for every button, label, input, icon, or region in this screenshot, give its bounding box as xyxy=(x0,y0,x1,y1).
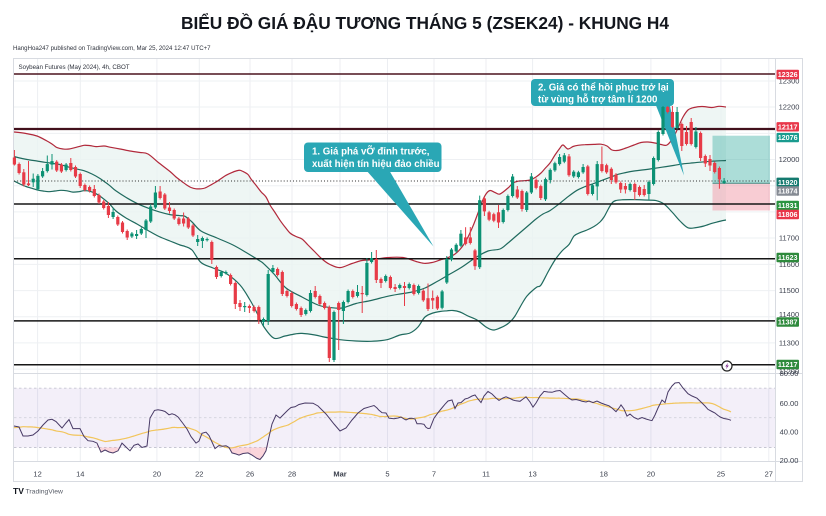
svg-text:Mar: Mar xyxy=(333,470,346,479)
svg-text:20.00: 20.00 xyxy=(780,456,799,465)
svg-text:14: 14 xyxy=(76,470,84,479)
svg-text:11623: 11623 xyxy=(778,253,798,262)
svg-text:80.00: 80.00 xyxy=(780,369,799,378)
svg-text:13: 13 xyxy=(528,470,536,479)
svg-text:11806: 11806 xyxy=(778,210,798,219)
svg-text:20: 20 xyxy=(647,470,655,479)
svg-text:11831: 11831 xyxy=(778,201,798,210)
svg-text:12: 12 xyxy=(33,470,41,479)
svg-text:12200: 12200 xyxy=(779,103,800,112)
svg-text:11217: 11217 xyxy=(778,360,798,369)
svg-text:11500: 11500 xyxy=(779,286,799,295)
svg-text:12117: 12117 xyxy=(778,122,798,131)
svg-text:20: 20 xyxy=(153,470,161,479)
svg-text:12000: 12000 xyxy=(779,155,800,164)
svg-text:12076: 12076 xyxy=(778,133,798,142)
svg-text:BIỂU ĐỒ GIÁ ĐẬU TƯƠNG THÁNG 5: BIỂU ĐỒ GIÁ ĐẬU TƯƠNG THÁNG 5 (ZSEK24) -… xyxy=(181,13,669,33)
svg-text:22: 22 xyxy=(195,470,203,479)
svg-text:11387: 11387 xyxy=(778,318,798,327)
svg-text:5: 5 xyxy=(385,470,389,479)
svg-text:từ vùng hỗ trợ tâm lí 1200: từ vùng hỗ trợ tâm lí 1200 xyxy=(538,95,657,106)
svg-text:11400: 11400 xyxy=(779,310,799,319)
svg-text:TradingView: TradingView xyxy=(26,489,63,496)
svg-text:11700: 11700 xyxy=(779,234,799,243)
svg-text:11600: 11600 xyxy=(779,260,799,269)
svg-text:7: 7 xyxy=(432,470,436,479)
svg-text:11200: 11200 xyxy=(779,367,799,376)
svg-text:25: 25 xyxy=(717,470,725,479)
svg-text:xuất hiện tín hiệu đảo chiều: xuất hiện tín hiệu đảo chiều xyxy=(312,159,440,170)
svg-text:TV: TV xyxy=(13,486,24,496)
svg-text:11920: 11920 xyxy=(778,178,798,187)
svg-text:18: 18 xyxy=(600,470,608,479)
svg-text:Soybean Futures (May 2024), 4h: Soybean Futures (May 2024), 4h, CBOT xyxy=(19,64,130,71)
svg-text:28: 28 xyxy=(288,470,296,479)
svg-text:11874: 11874 xyxy=(778,187,798,196)
svg-text:26: 26 xyxy=(246,470,254,479)
svg-text:27: 27 xyxy=(765,470,773,479)
svg-text:11300: 11300 xyxy=(779,338,799,347)
svg-text:60.00: 60.00 xyxy=(780,399,799,408)
svg-text:HangHoa247 published on Tradin: HangHoa247 published on TradingView.com,… xyxy=(13,45,211,52)
svg-text:12300: 12300 xyxy=(779,77,800,86)
svg-text:12326: 12326 xyxy=(778,70,798,79)
svg-text:2. Giá có thể hồi phục trở lại: 2. Giá có thể hồi phục trở lại xyxy=(538,83,669,94)
svg-text:1. Giá phá vỠ đỉnh trước,: 1. Giá phá vỠ đỉnh trước, xyxy=(312,147,430,158)
svg-text:11: 11 xyxy=(482,470,490,479)
svg-text:40.00: 40.00 xyxy=(780,427,799,436)
